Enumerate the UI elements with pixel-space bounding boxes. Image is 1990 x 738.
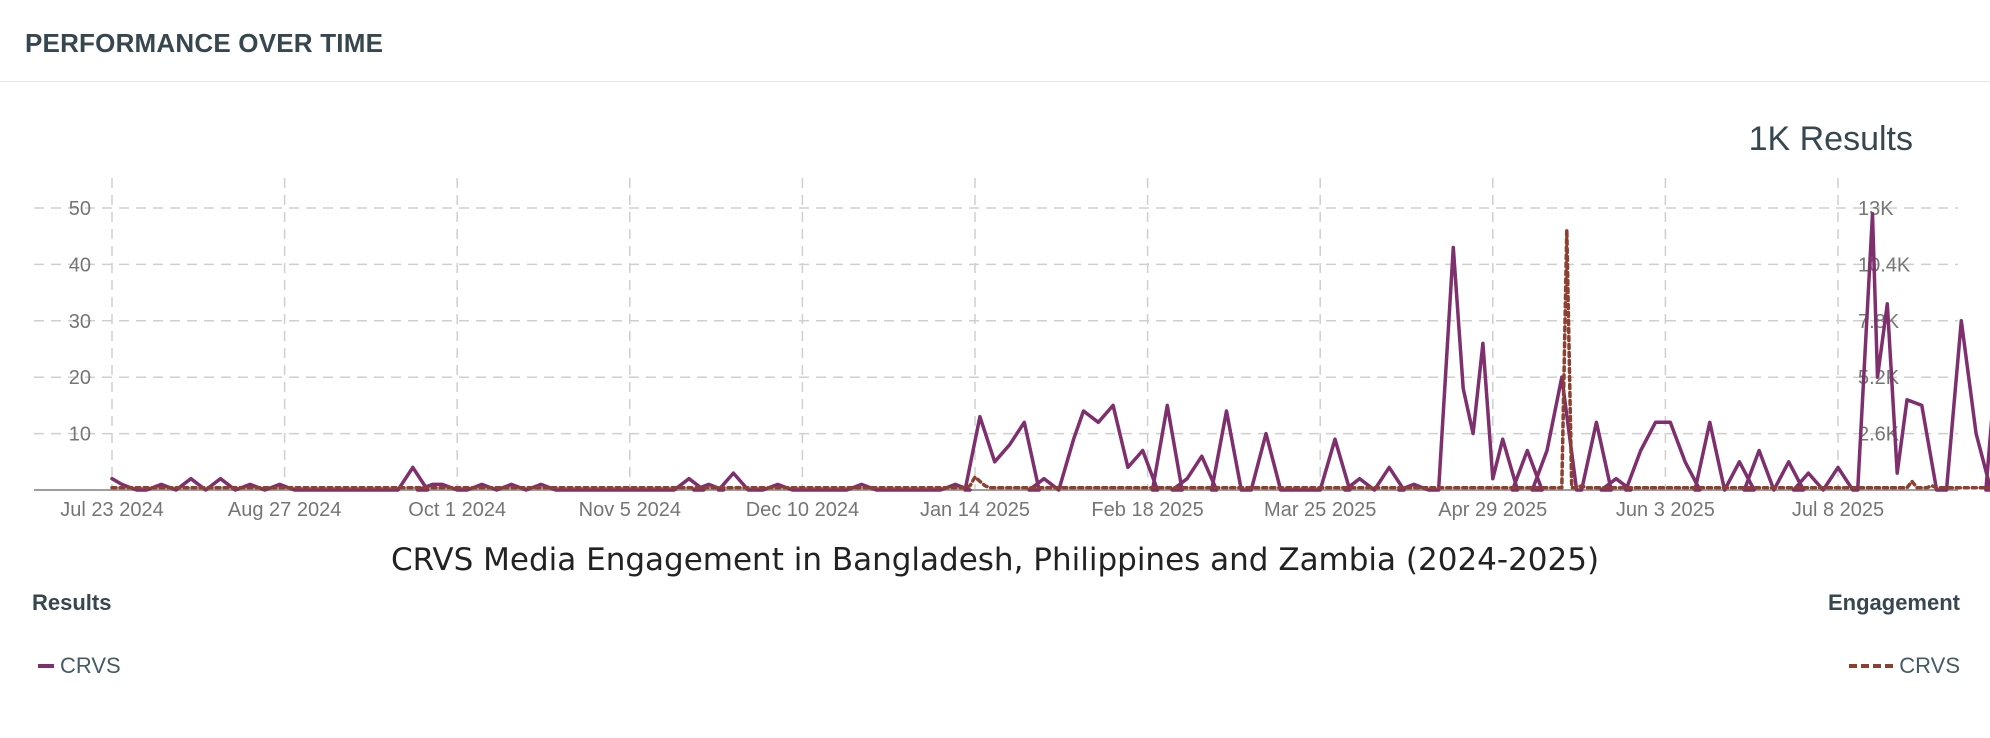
solid-line-swatch-icon	[38, 664, 54, 668]
x-tick-label: Feb 18 2025	[1091, 499, 1203, 521]
legend-label-engagement: CRVS	[1899, 653, 1960, 678]
y-right-tick-label: 13K	[1858, 198, 1894, 220]
results-count: 1K Results	[1748, 120, 1913, 158]
y-left-tick-label: 40	[69, 254, 91, 276]
legend-heading-results: Results	[32, 590, 112, 615]
x-tick-label: Jun 3 2025	[1616, 499, 1715, 521]
chart-title: CRVS Media Engagement in Bangladesh, Phi…	[390, 542, 1600, 578]
y-left-tick-label: 10	[69, 424, 91, 446]
x-tick-label: Jul 23 2024	[60, 499, 163, 521]
x-tick-label: Oct 1 2024	[408, 499, 506, 521]
y-right-tick-label: 10.4K	[1858, 254, 1911, 276]
x-tick-label: Apr 29 2025	[1438, 499, 1547, 521]
x-tick-label: Dec 10 2024	[746, 499, 859, 521]
x-tick-label: Jan 14 2025	[920, 499, 1030, 521]
engagement-series-line	[110, 227, 1990, 490]
legend-item-results[interactable]: CRVS	[38, 653, 121, 679]
x-tick-label: Nov 5 2024	[579, 499, 681, 521]
legend-heading-engagement: Engagement	[1827, 590, 1960, 615]
x-tick-label: Mar 25 2025	[1264, 499, 1376, 521]
panel-title: PERFORMANCE OVER TIME	[25, 28, 384, 58]
y-left-tick-label: 20	[69, 367, 91, 389]
x-tick-label: Jul 8 2025	[1792, 499, 1884, 521]
dashed-line-swatch-icon	[1849, 664, 1894, 668]
results-series-line	[110, 211, 1990, 492]
y-left-tick-label: 30	[69, 311, 91, 333]
x-tick-label: Aug 27 2024	[228, 499, 341, 521]
legend-item-engagement[interactable]: CRVS	[1849, 653, 1960, 679]
y-left-tick-label: 50	[69, 198, 91, 220]
y-right-tick-label: 2.6K	[1858, 424, 1900, 446]
panel-header: PERFORMANCE OVER TIME	[0, 0, 1990, 82]
y-right-tick-label: 7.8K	[1858, 311, 1900, 333]
legend-label-results: CRVS	[60, 653, 121, 678]
